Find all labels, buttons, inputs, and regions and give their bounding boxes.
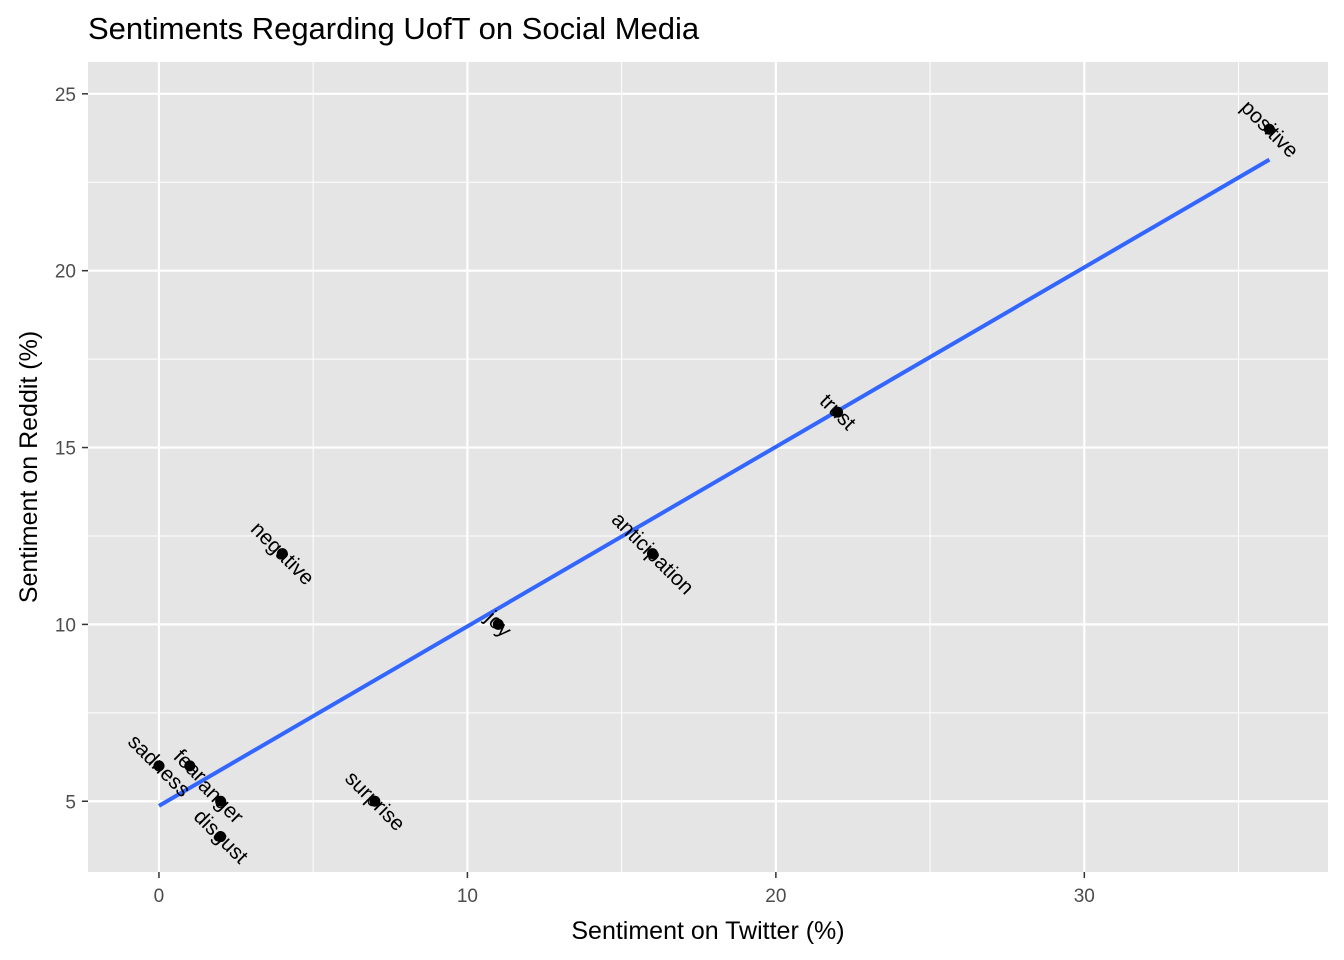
- data-point: [646, 548, 658, 560]
- y-tick-label: 10: [55, 615, 76, 636]
- trend-line: [157, 157, 1271, 808]
- plot-panel: [88, 62, 1328, 872]
- data-point: [369, 795, 381, 807]
- y-axis-title: Sentiment on Reddit (%): [15, 331, 43, 603]
- chart-title: Sentiments Regarding UofT on Social Medi…: [88, 11, 700, 46]
- y-tick-label: 5: [65, 792, 76, 813]
- y-tick-label: 20: [55, 262, 76, 283]
- y-tick-label: 25: [55, 85, 76, 106]
- x-axis-title: Sentiment on Twitter (%): [571, 917, 844, 945]
- tick-labels: 0 10 20 30 5 10 15 20 25: [55, 85, 1095, 907]
- minor-grid: [88, 62, 1328, 872]
- data-point: [1263, 123, 1275, 135]
- axis-ticks: [82, 93, 1086, 878]
- data-point: [184, 760, 196, 772]
- y-tick-label: 15: [55, 439, 76, 460]
- data-point: [276, 548, 288, 560]
- x-tick-label: 10: [457, 886, 478, 907]
- data-point: [215, 831, 227, 843]
- data-point: [215, 795, 227, 807]
- data-point: [492, 618, 504, 630]
- data-points: [153, 123, 1275, 843]
- x-tick-label: 30: [1074, 886, 1095, 907]
- x-tick-label: 0: [154, 886, 165, 907]
- data-point: [832, 406, 844, 418]
- major-grid: [88, 62, 1328, 872]
- data-point: [153, 760, 165, 772]
- x-tick-label: 20: [765, 886, 786, 907]
